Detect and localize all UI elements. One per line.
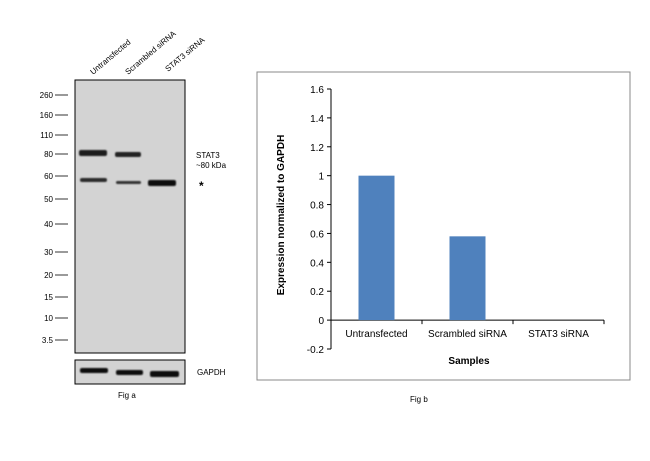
- stat3-bands: [79, 150, 141, 157]
- chart-frame: [256, 71, 631, 381]
- marker-label: 10: [44, 314, 53, 323]
- bar-chart: -0.2 0 0.2 0.4 0.6 0.8 1 1.2 1.4 1.6 Untransfected…: [307, 85, 605, 356]
- marker-label: 30: [44, 248, 53, 257]
- x-axis-title: Samples: [448, 356, 490, 367]
- bar: [449, 236, 486, 321]
- marker-label: 50: [44, 195, 53, 204]
- y-tick-label: -0.2: [307, 345, 325, 356]
- marker-label: 80: [44, 150, 53, 159]
- bar: [358, 175, 395, 321]
- band-gapdh-untransfected: [80, 368, 108, 373]
- target-size: ~80 kDa: [196, 161, 227, 170]
- x-tick-label: Scrambled siRNA: [428, 329, 507, 340]
- band-ns-scrambled: [116, 181, 141, 184]
- nonspecific-bands: [80, 178, 176, 186]
- y-tick-label: 1.2: [310, 143, 324, 154]
- marker-label: 3.5: [42, 336, 54, 345]
- nonspecific-asterisk: *: [199, 179, 204, 193]
- marker-label: 40: [44, 220, 53, 229]
- marker-label: 160: [40, 111, 54, 120]
- marker-label: 20: [44, 271, 53, 280]
- band-ns-stat3-sirna: [148, 180, 176, 186]
- caption-fig-b: Fig b: [410, 395, 428, 404]
- y-tick-label: 0.6: [310, 229, 324, 240]
- blot-membrane: [74, 79, 186, 354]
- x-tick-label: STAT3 siRNA: [528, 329, 589, 340]
- molecular-weight-markers: 260 160 110 80 60 50 40 30 20 15 10 3.5: [40, 91, 68, 345]
- y-tick-label: 1.4: [310, 114, 324, 125]
- lane-labels: Untransfected Scrambled siRNA STAT3 siRN…: [89, 29, 208, 77]
- marker-label: 110: [40, 131, 53, 140]
- band-gapdh-stat3-sirna: [150, 371, 179, 377]
- target-label: STAT3: [196, 151, 220, 160]
- marker-label: 15: [44, 293, 53, 302]
- y-tick-label: 0.2: [310, 287, 324, 298]
- marker-label: 260: [40, 91, 54, 100]
- bar-chart-panel: -0.2 0 0.2 0.4 0.6 0.8 1 1.2 1.4 1.6 Untransfected…: [256, 71, 631, 404]
- band-stat3-scrambled: [115, 152, 141, 157]
- y-tick-label: 0: [318, 316, 324, 327]
- y-tick-label: 1.6: [310, 85, 324, 96]
- band-stat3-untransfected: [79, 150, 107, 156]
- y-axis-title: Expression normalized to GAPDH: [276, 135, 287, 296]
- band-gapdh-scrambled: [116, 370, 143, 375]
- y-tick-label: 0.8: [310, 201, 324, 212]
- y-tick-label: 0.4: [310, 258, 324, 269]
- x-tick-label: Untransfected: [345, 329, 407, 340]
- western-blot-panel: Untransfected Scrambled siRNA STAT3 siRN…: [40, 29, 227, 400]
- caption-fig-a: Fig a: [118, 391, 136, 400]
- y-tick-label: 1: [318, 172, 324, 183]
- marker-label: 60: [44, 172, 53, 181]
- band-ns-untransfected: [80, 178, 107, 182]
- gapdh-label: GAPDH: [197, 368, 226, 377]
- gapdh-bands: [80, 368, 179, 377]
